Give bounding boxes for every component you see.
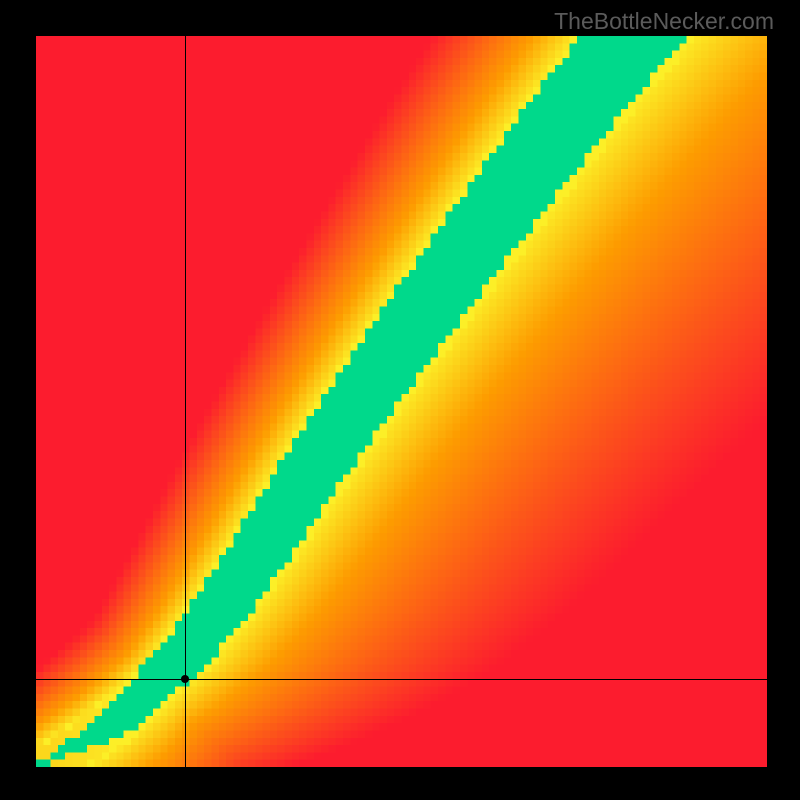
figure-container: TheBottleNecker.com	[0, 0, 800, 800]
crosshair-horizontal	[36, 679, 767, 680]
heatmap-chart	[36, 36, 767, 767]
watermark-text: TheBottleNecker.com	[554, 8, 774, 35]
crosshair-vertical	[185, 36, 186, 767]
data-point-marker	[181, 675, 189, 683]
heatmap-canvas	[36, 36, 767, 767]
